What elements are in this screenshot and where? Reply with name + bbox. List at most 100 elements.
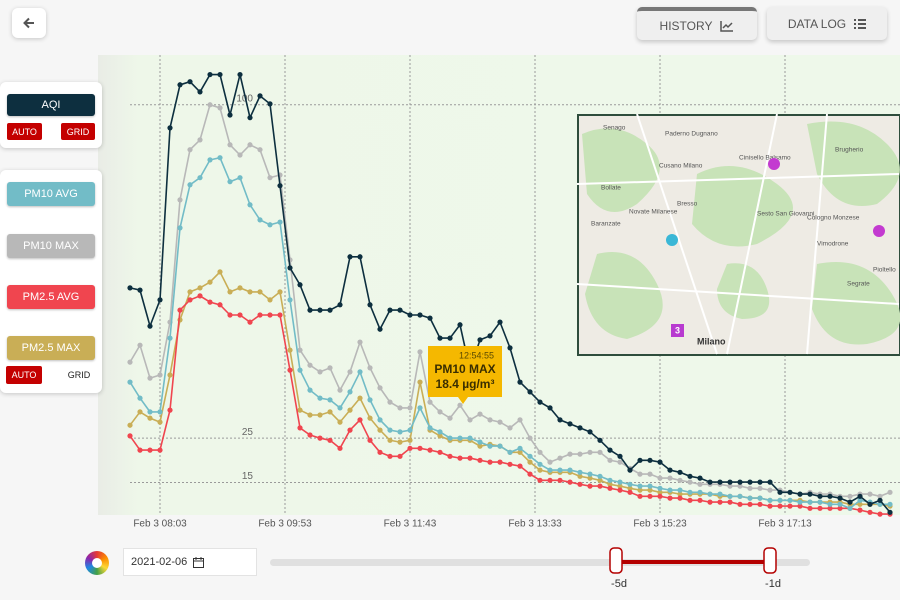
legend-aqi[interactable]: AQI (7, 94, 95, 116)
data-point (287, 297, 293, 303)
data-point (867, 501, 873, 507)
data-point (667, 467, 673, 473)
data-point (747, 495, 753, 501)
legend-pm25-avg[interactable]: PM2.5 AVG (7, 285, 95, 309)
data-point (747, 501, 753, 507)
calendar-icon (193, 556, 205, 568)
data-point (757, 495, 763, 501)
data-point (397, 429, 403, 435)
map-cluster[interactable] (671, 324, 684, 337)
map[interactable]: Senago Paderno Dugnano Cinisello Balsamo Cu… (577, 114, 900, 356)
history-icon (720, 20, 734, 32)
map-station[interactable] (873, 225, 885, 237)
map-label: Bollate (601, 185, 621, 192)
data-point (377, 417, 383, 423)
slider-handle[interactable] (609, 547, 623, 574)
data-point (357, 369, 363, 375)
data-point (247, 319, 253, 325)
data-point (327, 409, 333, 415)
map-label: Novate Milanese (629, 209, 678, 216)
date-picker[interactable]: 2021-02-06 (123, 548, 257, 576)
data-point (377, 385, 383, 391)
x-tick-label: Feb 3 17:13 (758, 519, 812, 530)
range-slider[interactable]: -5d -1d (265, 545, 815, 595)
map-label: Cusano Milano (659, 163, 703, 170)
data-point (197, 293, 203, 299)
data-point (687, 497, 693, 503)
data-point (137, 395, 143, 401)
data-point (377, 449, 383, 455)
data-point (387, 307, 393, 313)
data-point (607, 485, 613, 491)
data-point (247, 202, 253, 208)
data-point (337, 387, 343, 393)
data-point (557, 417, 563, 423)
data-point (707, 479, 713, 485)
data-point (437, 409, 443, 415)
data-point (837, 505, 843, 511)
legend-label: PM2.5 MAX (21, 342, 81, 354)
grid-toggle[interactable]: GRID (61, 123, 95, 140)
data-point (527, 453, 533, 459)
data-point (617, 453, 623, 459)
data-point (657, 493, 663, 499)
back-button[interactable] (12, 8, 46, 38)
map-station[interactable] (768, 158, 780, 170)
data-point (607, 457, 613, 463)
data-log-tab[interactable]: DATA LOG (767, 7, 887, 40)
data-point (747, 479, 753, 485)
data-point (417, 349, 423, 355)
data-point (307, 387, 313, 393)
data-point (837, 495, 843, 501)
data-point (647, 493, 653, 499)
history-tab[interactable]: HISTORY (637, 7, 757, 40)
data-point (187, 289, 193, 295)
data-point (337, 302, 343, 308)
grid-toggle[interactable]: GRID (67, 370, 91, 380)
data-point (567, 421, 573, 427)
data-point (287, 265, 293, 271)
data-point (387, 399, 393, 405)
data-point (257, 147, 263, 153)
data-point (137, 287, 143, 293)
data-point (377, 326, 383, 332)
data-point (727, 483, 733, 489)
data-point (417, 445, 423, 451)
data-point (607, 477, 613, 483)
data-point (427, 315, 433, 321)
data-point (267, 101, 273, 107)
data-point (357, 417, 363, 423)
map-station[interactable] (666, 234, 678, 246)
data-point (527, 435, 533, 441)
data-point (467, 417, 473, 423)
data-point (267, 222, 273, 228)
data-point (307, 432, 313, 438)
legend-pm10-max[interactable]: PM10 MAX (7, 234, 95, 258)
auto-toggle[interactable]: AUTO (6, 366, 42, 384)
data-point (817, 493, 823, 499)
data-point (497, 443, 503, 449)
color-wheel[interactable] (85, 551, 109, 575)
data-point (317, 369, 323, 375)
map-roads (577, 114, 900, 355)
data-point (577, 481, 583, 487)
data-point (127, 359, 133, 365)
data-point (167, 125, 173, 131)
data-point (847, 505, 853, 511)
data-point (527, 471, 533, 477)
data-point (187, 79, 193, 85)
data-point (417, 379, 423, 385)
legend-pm10-avg[interactable]: PM10 AVG (7, 182, 95, 206)
data-point (307, 412, 313, 418)
data-point (187, 147, 193, 153)
legend-pm25-max[interactable]: PM2.5 MAX (7, 336, 95, 360)
data-point (817, 505, 823, 511)
data-point (197, 285, 203, 291)
data-point (757, 479, 763, 485)
data-point (717, 499, 723, 505)
map-label: Senago (603, 125, 626, 132)
slider-handle[interactable] (763, 547, 777, 574)
data-point (207, 279, 213, 285)
data-point (217, 105, 223, 111)
auto-toggle[interactable]: AUTO (7, 123, 42, 140)
